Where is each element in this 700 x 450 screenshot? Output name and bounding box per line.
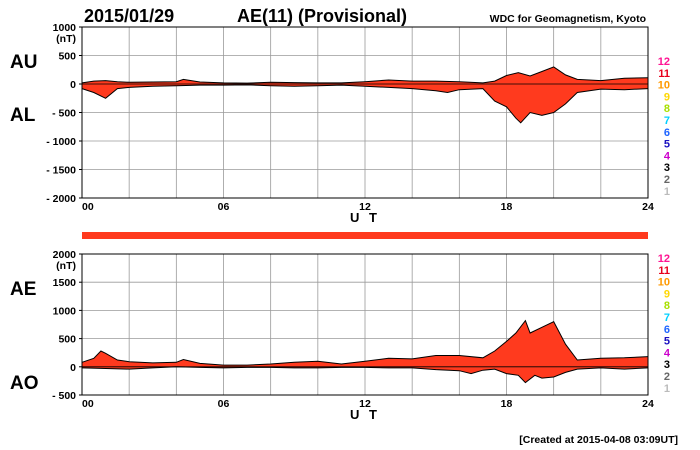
envelope-fill: [82, 66, 648, 123]
legend-number: 10: [658, 277, 670, 289]
legend-number: 10: [658, 80, 670, 92]
legend-number: 7: [664, 115, 670, 127]
legend-number: 1: [664, 186, 670, 198]
ae-ao-panel: 2000 1500 1000 500 0 - 500 (nT) 00 06 12 18 24 U T AE…: [10, 249, 654, 422]
legend-number: 3: [664, 359, 670, 371]
legend-number: 4: [664, 150, 671, 162]
legend-number: 8: [664, 103, 670, 115]
chart-date: 2015/01/29: [84, 6, 174, 26]
y-tick-label: 1000: [53, 22, 77, 34]
x-tick-label: 06: [218, 398, 230, 410]
y-tick-label: - 1000: [46, 136, 76, 148]
chart-title: AE(11) (Provisional): [237, 6, 407, 26]
legend-number: 2: [664, 174, 670, 186]
y-tick-label: 500: [58, 334, 76, 346]
y-tick-label: 0: [70, 79, 76, 91]
legend-number: 6: [664, 127, 670, 139]
legend-number: 11: [658, 68, 670, 80]
legend-number: 2: [664, 371, 670, 383]
legend-number: 3: [664, 162, 670, 174]
legend-number: 9: [664, 91, 670, 103]
y-tick-label: 2000: [53, 249, 77, 261]
x-tick-label: 24: [642, 201, 654, 213]
unit-label: (nT): [56, 33, 76, 45]
legend-number: 7: [664, 312, 670, 324]
data-source: WDC for Geomagnetism, Kyoto: [490, 13, 646, 25]
created-timestamp: [Created at 2015-04-08 03:09UT]: [519, 434, 678, 446]
side-label-upper: AU: [10, 52, 37, 73]
y-tick-label: 0: [70, 362, 76, 374]
y-tick-label: - 500: [52, 108, 76, 120]
legend-number: 8: [664, 300, 670, 312]
x-tick-label: 12: [359, 201, 371, 213]
y-tick-label: 1500: [53, 277, 77, 289]
x-tick-label: 00: [82, 201, 94, 213]
plot-frame: [81, 253, 649, 396]
legend-number: 6: [664, 324, 670, 336]
legend-number: 12: [658, 253, 670, 265]
x-tick-label: 18: [501, 201, 513, 213]
unit-label: (nT): [56, 260, 76, 272]
series-line-al: [81, 84, 649, 124]
legend-number: 5: [664, 336, 670, 348]
y-tick-label: - 1500: [46, 165, 76, 177]
legend-number: 12: [658, 56, 670, 68]
legend-number: 1: [664, 383, 670, 395]
legend-number: 4: [664, 347, 671, 359]
au-al-panel: 1000 500 0 - 500 - 1000 - 1500 - 2000 (nT) 00 06 1…: [10, 22, 654, 225]
side-label-lower: AO: [10, 373, 39, 394]
legend-number: 11: [658, 265, 670, 277]
x-tick-label: 00: [82, 398, 94, 410]
x-tick-label: 18: [501, 398, 513, 410]
x-tick-label: 06: [218, 201, 230, 213]
series-line-au: [81, 66, 649, 84]
y-tick-label: 1000: [53, 305, 77, 317]
x-axis-title: U T: [350, 210, 380, 225]
y-tick-label: 500: [58, 51, 76, 63]
x-tick-label: 24: [642, 398, 654, 410]
series-line-ao: [81, 366, 649, 384]
separator-bar: [82, 232, 648, 239]
x-tick-label: 12: [359, 398, 371, 410]
y-tick-label: - 2000: [46, 193, 76, 205]
legend-number: 9: [664, 288, 670, 300]
x-axis-title: U T: [350, 407, 380, 422]
series-line-ae: [81, 319, 649, 366]
legend-number: 5: [664, 139, 670, 151]
side-label-lower: AL: [10, 105, 36, 126]
side-label-upper: AE: [10, 279, 36, 300]
y-tick-label: - 500: [52, 390, 76, 402]
